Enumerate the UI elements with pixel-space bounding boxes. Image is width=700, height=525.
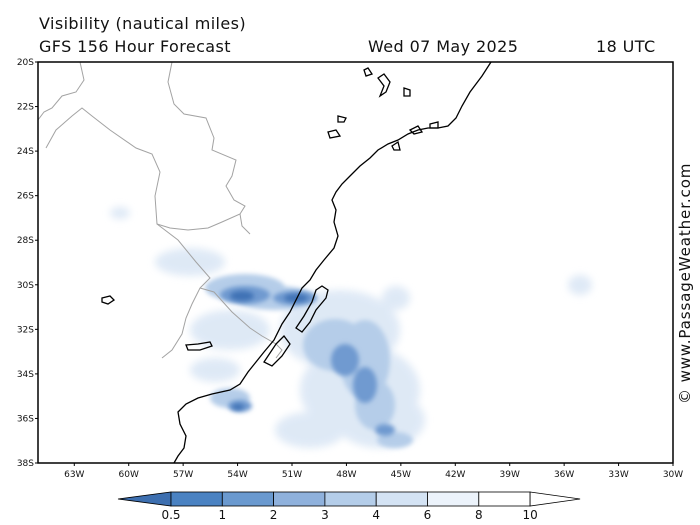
- forecast-subtitle: GFS 156 Hour Forecast: [39, 37, 231, 56]
- colorbar-segment: [427, 491, 480, 507]
- lat-tick-label: 34S: [17, 370, 34, 380]
- colorbar-label: 6: [424, 508, 432, 522]
- colorbar-label: 3: [321, 508, 329, 522]
- lat-tick-label: 22S: [17, 103, 34, 113]
- lon-tick-label: 57W: [173, 470, 193, 480]
- colorbar-segment: [324, 491, 377, 507]
- lon-tick-label: 60W: [119, 470, 139, 480]
- lat-tick-label: 20S: [17, 58, 34, 68]
- lat-tick-label: 30S: [17, 281, 34, 291]
- colorbar-label: 10: [522, 508, 537, 522]
- lat-tick-label: 24S: [17, 147, 34, 157]
- lon-tick-label: 54W: [227, 470, 247, 480]
- lon-tick-label: 36W: [554, 470, 574, 480]
- latitude-axis: 20S 22S 24S 26S 28S 30S 32S 34S 36S 38S: [17, 58, 38, 469]
- visibility-shading: [38, 62, 592, 463]
- colorbar-segment: [170, 491, 223, 507]
- lon-tick-label: 63W: [64, 470, 84, 480]
- coastline: [101, 62, 492, 463]
- colorbar-label: 1: [218, 508, 226, 522]
- map-frame: [37, 61, 674, 464]
- country-borders: [38, 62, 283, 359]
- forecast-date: Wed 07 May 2025: [368, 37, 519, 56]
- lat-tick-label: 26S: [17, 192, 34, 202]
- lon-tick-label: 42W: [445, 470, 465, 480]
- lon-tick-label: 51W: [282, 470, 302, 480]
- colorbar-label: 4: [372, 508, 380, 522]
- lon-tick-label: 33W: [608, 470, 628, 480]
- colorbar-arrow-low: [117, 491, 172, 507]
- lat-tick-label: 38S: [17, 459, 34, 469]
- colorbar-label: 8: [475, 508, 483, 522]
- colorbar-segment: [478, 491, 531, 507]
- colorbar-segment: [375, 491, 428, 507]
- colorbar-boxes: [117, 491, 581, 507]
- lon-tick-label: 30W: [663, 470, 683, 480]
- colorbar-label: 2: [270, 508, 278, 522]
- colorbar-label: 0.5: [161, 508, 180, 522]
- lon-tick-label: 45W: [391, 470, 411, 480]
- lat-tick-label: 36S: [17, 414, 34, 424]
- lon-tick-label: 48W: [336, 470, 356, 480]
- visibility-colorbar: 0.5 1 2 3 4 6 8 10: [117, 491, 581, 522]
- lon-tick-label: 39W: [500, 470, 520, 480]
- lat-tick-label: 32S: [17, 325, 34, 335]
- colorbar-segment: [221, 491, 275, 507]
- colorbar-arrow-high: [529, 491, 581, 507]
- forecast-time: 18 UTC: [596, 37, 656, 56]
- chart-title: Visibility (nautical miles): [39, 14, 247, 33]
- colorbar-labels: 0.5 1 2 3 4 6 8 10: [161, 508, 537, 522]
- longitude-axis: 63W 60W 57W 54W 51W 48W 45W 42W 39W 36W 33W 30W: [64, 463, 683, 480]
- lat-tick-label: 28S: [17, 236, 34, 246]
- colorbar-segment: [273, 491, 326, 507]
